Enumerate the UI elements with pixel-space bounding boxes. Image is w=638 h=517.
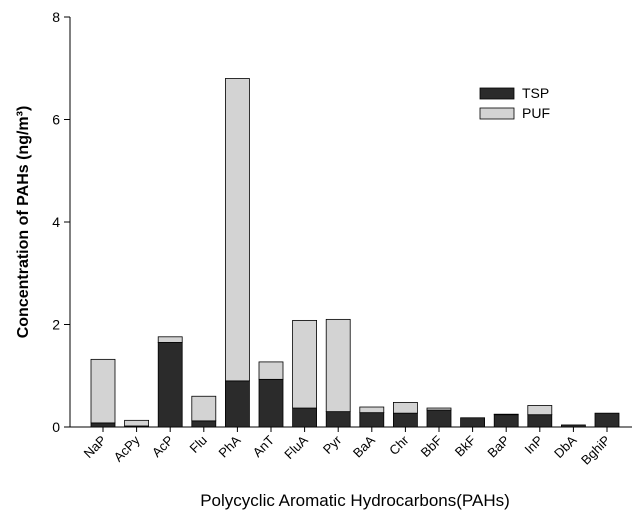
- bar-segment: [460, 417, 486, 428]
- x-tick-label: AcPy: [111, 432, 143, 464]
- legend-label: PUF: [522, 105, 550, 121]
- bar-segment: [157, 342, 183, 428]
- bar-segment: [392, 412, 418, 428]
- bar-segment: [157, 336, 183, 343]
- x-tick-label: NaP: [81, 433, 109, 461]
- bar-segment: [493, 413, 519, 416]
- bar-segment: [359, 412, 385, 428]
- x-tick-label: BaA: [350, 432, 378, 460]
- bar-segment: [90, 358, 116, 424]
- bar-segment: [325, 411, 351, 428]
- x-tick-label: Pyr: [320, 432, 345, 457]
- bar-segment: [594, 412, 620, 428]
- bar-segment: [527, 414, 553, 428]
- y-tick-label: 0: [52, 419, 60, 435]
- legend-swatch: [479, 87, 515, 100]
- bar-segment: [426, 407, 452, 411]
- bar-segment: [258, 361, 284, 380]
- bar-segment: [224, 380, 250, 428]
- bar-segment: [527, 405, 553, 416]
- bar-segment: [493, 414, 519, 428]
- bar-segment: [191, 395, 217, 422]
- bar-segment: [325, 318, 351, 413]
- legend-swatch: [479, 107, 515, 120]
- x-tick-label: DbA: [551, 432, 580, 461]
- y-tick-label: 8: [52, 9, 60, 25]
- x-tick-label: BghiP: [578, 433, 613, 468]
- x-tick-label: BbF: [418, 432, 446, 460]
- x-axis-label: Polycyclic Aromatic Hydrocarbons(PAHs): [200, 491, 510, 510]
- x-tick-label: AcP: [149, 433, 176, 460]
- x-tick-label: InP: [522, 433, 546, 457]
- x-tick-label: BaP: [484, 433, 512, 461]
- y-tick-label: 4: [52, 214, 60, 230]
- x-tick-label: Chr: [386, 432, 412, 458]
- bar-segment: [561, 424, 586, 428]
- bar-segment: [258, 378, 284, 428]
- bar-segment: [426, 409, 452, 428]
- y-tick-label: 2: [52, 317, 60, 333]
- bar-segment: [124, 419, 149, 427]
- bar-segment: [90, 422, 116, 428]
- bar-segment: [292, 407, 318, 428]
- x-tick-label: Flu: [187, 433, 210, 456]
- x-tick-label: AnT: [250, 432, 278, 460]
- bar-segment: [224, 78, 250, 382]
- x-tick-label: BkF: [452, 432, 479, 459]
- x-tick-label: PhA: [216, 432, 244, 460]
- x-tick-label: FluA: [281, 432, 311, 462]
- y-tick-label: 6: [52, 112, 60, 128]
- legend-label: TSP: [522, 85, 549, 101]
- bar-segment: [292, 319, 318, 409]
- bar-segment: [359, 406, 385, 414]
- y-axis-label: Concentration of PAHs (ng/m³): [15, 106, 32, 339]
- bar-segment: [392, 401, 418, 414]
- bar-segment: [191, 420, 217, 428]
